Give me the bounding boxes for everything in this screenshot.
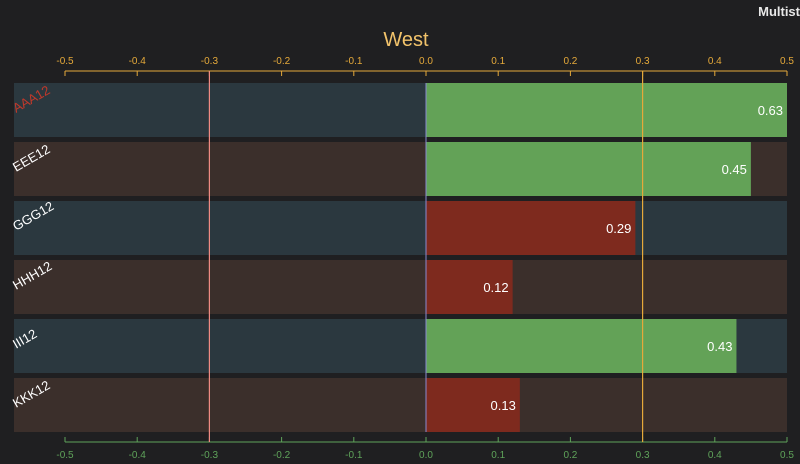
bar xyxy=(426,378,520,432)
value-label: 0.43 xyxy=(707,339,732,354)
bottom-tick-label: -0.2 xyxy=(273,450,291,461)
bottom-tick-label: -0.4 xyxy=(129,450,147,461)
bar xyxy=(426,260,513,314)
value-label: 0.63 xyxy=(758,103,783,118)
chart-title: West xyxy=(383,29,429,51)
bottom-tick-label: -0.1 xyxy=(345,450,363,461)
top-tick-label: 0.0 xyxy=(419,56,433,67)
value-label: 0.29 xyxy=(606,221,631,236)
bottom-tick-label: -0.5 xyxy=(56,450,74,461)
top-tick-label: 0.5 xyxy=(780,56,794,67)
bottom-tick-label: -0.3 xyxy=(201,450,219,461)
row-background xyxy=(14,260,787,314)
value-label: 0.12 xyxy=(483,280,508,295)
top-tick-label: -0.4 xyxy=(129,56,147,67)
bottom-tick-label: 0.4 xyxy=(708,450,722,461)
bar xyxy=(426,83,787,137)
bar xyxy=(426,319,737,373)
row-background xyxy=(14,201,787,255)
bottom-tick-label: 0.3 xyxy=(636,450,650,461)
panel-title: Multist xyxy=(758,4,800,19)
top-tick-label: -0.3 xyxy=(201,56,219,67)
bottom-tick-label: 0.0 xyxy=(419,450,433,461)
top-tick-label: 0.2 xyxy=(563,56,577,67)
top-tick-label: -0.5 xyxy=(56,56,74,67)
top-tick-label: -0.1 xyxy=(345,56,363,67)
top-tick-label: 0.1 xyxy=(491,56,505,67)
value-label: 0.13 xyxy=(491,398,516,413)
top-tick-label: -0.2 xyxy=(273,56,291,67)
value-label: 0.45 xyxy=(722,162,747,177)
top-tick-label: 0.3 xyxy=(636,56,650,67)
bottom-tick-label: 0.1 xyxy=(491,450,505,461)
bar xyxy=(426,142,751,196)
bottom-tick-label: 0.2 xyxy=(563,450,577,461)
bottom-tick-label: 0.5 xyxy=(780,450,794,461)
bar xyxy=(426,201,636,255)
row-background xyxy=(14,378,787,432)
top-tick-label: 0.4 xyxy=(708,56,722,67)
